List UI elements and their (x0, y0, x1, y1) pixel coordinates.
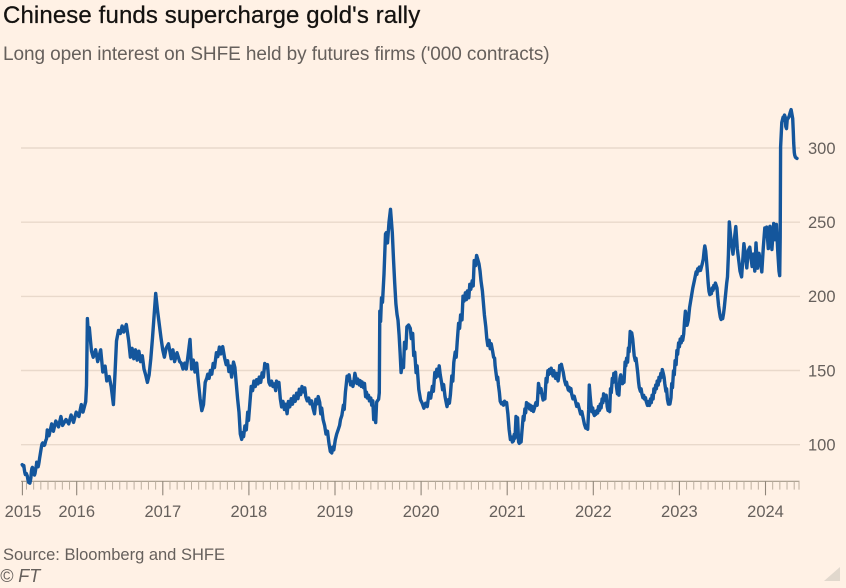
svg-text:200: 200 (808, 288, 836, 306)
svg-text:2024: 2024 (747, 503, 784, 521)
svg-text:250: 250 (808, 214, 836, 232)
svg-text:300: 300 (808, 140, 836, 158)
svg-text:100: 100 (808, 437, 836, 455)
svg-text:2018: 2018 (231, 503, 268, 521)
svg-text:2020: 2020 (403, 503, 440, 521)
svg-text:2022: 2022 (575, 503, 612, 521)
svg-text:2017: 2017 (144, 503, 181, 521)
svg-text:2021: 2021 (489, 503, 526, 521)
svg-text:2016: 2016 (58, 503, 95, 521)
svg-text:150: 150 (808, 362, 836, 380)
svg-text:2015: 2015 (5, 503, 42, 521)
svg-text:2023: 2023 (661, 503, 698, 521)
svg-text:2019: 2019 (317, 503, 354, 521)
